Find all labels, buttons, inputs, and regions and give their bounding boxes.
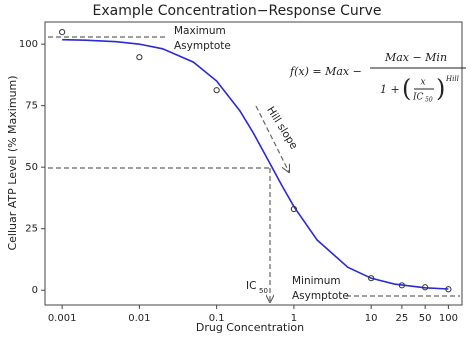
x-tick-label: 25 (396, 313, 409, 324)
annotation: Minimum (292, 275, 341, 287)
y-tick-label: 100 (19, 39, 38, 50)
x-tick-label: 100 (439, 313, 458, 324)
annotation: Asymptote (174, 40, 231, 52)
annotation: IC (246, 280, 256, 292)
formula: IC (412, 93, 424, 103)
data-point (422, 284, 429, 291)
formula: f(x) = Max − (289, 65, 362, 78)
data-point (136, 54, 143, 61)
x-tick-label: 50 (419, 313, 432, 324)
x-tick-label: 10 (365, 313, 378, 324)
data-point (59, 28, 66, 36)
annotations: Maximum Asymptote Minimum Asymptote Hill… (48, 25, 466, 302)
formula: 1 + (380, 83, 400, 96)
annotation: Asymptote (292, 290, 349, 302)
plot-border (44, 21, 463, 306)
y-tick-label: 75 (25, 101, 38, 112)
chart-title: Example Concentration−Response Curve (93, 3, 382, 19)
annotation: Hill slope (264, 105, 300, 152)
fit-curve (62, 38, 449, 290)
formula: x (420, 78, 425, 88)
formula: Max − Min (384, 51, 447, 64)
x-tick-label: 0.1 (209, 313, 225, 324)
annotation: 50 (259, 287, 268, 295)
y-tick-label: 25 (25, 224, 38, 235)
annotation: Maximum (174, 25, 226, 37)
x-tick-label: 1 (291, 313, 297, 324)
y-axis-label: Celluar ATP Level (% Maximum) (6, 75, 19, 250)
y-tick-label: 0 (32, 285, 38, 296)
x-axis-label: Drug Concentration (196, 321, 304, 334)
data-point (445, 286, 452, 293)
x-tick-label: 0.001 (48, 313, 77, 324)
y-tick-label: 50 (25, 162, 38, 173)
data-point (368, 275, 375, 282)
data-point (290, 205, 297, 213)
formula: Hill (445, 75, 459, 83)
hill-arrow (255, 105, 289, 172)
data-point (213, 87, 220, 94)
formula: 50 (425, 97, 433, 104)
x-tick-label: 0.01 (128, 313, 150, 324)
paren: ( (402, 75, 411, 103)
paren: ) (436, 75, 445, 103)
data-point (398, 282, 405, 289)
